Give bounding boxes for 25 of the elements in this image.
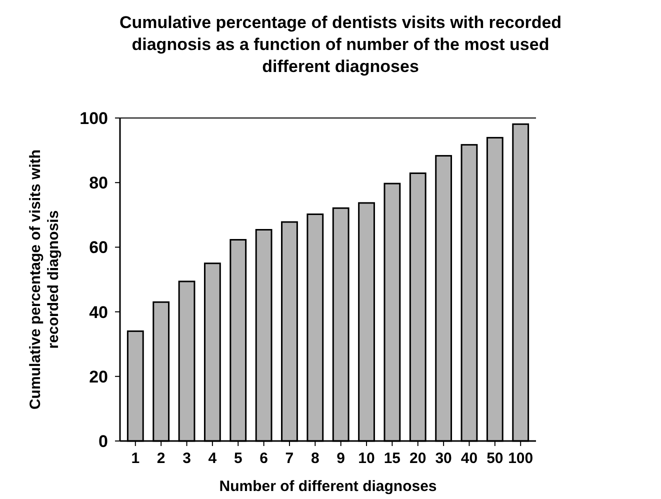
x-tick-label: 10 [358,450,375,467]
x-tick-label: 30 [435,450,452,467]
x-tick-label: 40 [460,450,478,467]
chart-title: Cumulative percentage of dentists visits with recorded diagnosis as a function of number of the most used different diagnoses [119,13,562,76]
y-tick-label: 20 [89,367,108,386]
x-tick-label: 9 [336,450,346,467]
x-tick-label: 8 [310,450,320,467]
x-axis-title: Number of different diagnoses [219,478,437,495]
y-tick-label: 80 [89,174,108,193]
x-tick-label: 50 [486,450,504,467]
x-tick-label: 3 [182,450,191,467]
x-tick-label: 1 [131,450,140,467]
y-tick-label: 60 [89,238,108,258]
x-tick-label: 4 [208,450,218,467]
y-axis-title: Cumulative percentage of visits with recorded diagnosis [27,149,62,410]
x-tick-label: 6 [260,450,268,467]
x-tick-label: 5 [234,450,242,467]
x-tick-label: 100 [508,450,534,467]
y-tick-label: 0 [98,432,108,451]
y-tick-label: 100 [80,108,108,128]
x-tick-label: 15 [384,450,401,467]
x-tick-label: 2 [156,450,166,467]
y-tick-label: 40 [89,302,108,322]
x-tick-label: 7 [285,450,294,467]
x-tick-label: 20 [410,450,426,467]
